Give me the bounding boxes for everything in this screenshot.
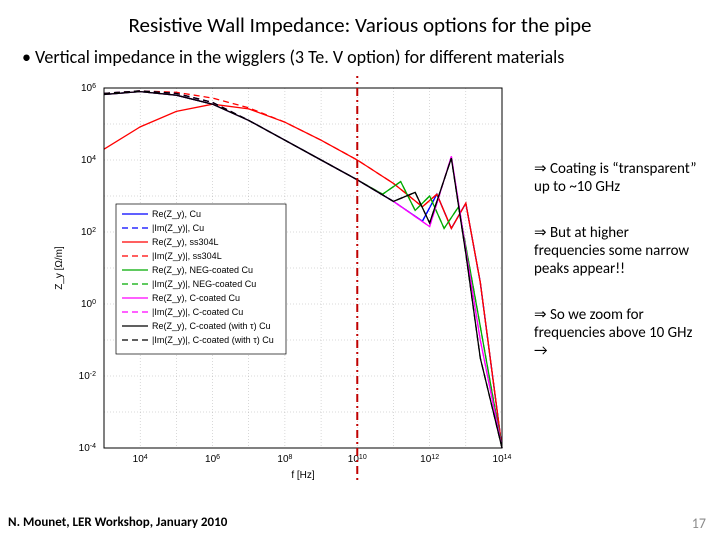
svg-text:10-4: 10-4 [79,443,96,455]
note-3: ⇒ So we zoom for frequencies above 10 GH… [534,306,702,360]
svg-text:Re(Z_y), Cu: Re(Z_y), Cu [152,209,201,219]
svg-text:10-2: 10-2 [79,371,96,383]
side-notes: ⇒ Coating is “transparent” up to ~10 GHz… [534,160,702,388]
svg-text:1014: 1014 [493,454,512,466]
slide-number: 17 [692,515,706,532]
svg-text:|Im(Z_y)|, Cu: |Im(Z_y)|, Cu [152,223,204,233]
slide: Resistive Wall Impedance: Various option… [0,0,720,540]
svg-text:|Im(Z_y)|, NEG-coated Cu: |Im(Z_y)|, NEG-coated Cu [152,279,256,289]
impedance-chart: 10410610810101012101410-410-210010210410… [44,76,534,496]
svg-text:Z_y [Ω/m]: Z_y [Ω/m] [54,246,65,290]
svg-text:|Im(Z_y)|, ss304L: |Im(Z_y)|, ss304L [152,251,222,261]
svg-text:104: 104 [81,155,96,167]
footer-author: N. Mounet, LER Workshop, January 2010 [8,515,227,530]
svg-text:1012: 1012 [420,454,439,466]
svg-text:100: 100 [81,299,96,311]
svg-text:104: 104 [133,454,148,466]
svg-text:108: 108 [277,454,292,466]
svg-text:|Im(Z_y)|, C-coated (with τ) C: |Im(Z_y)|, C-coated (with τ) Cu [152,335,274,345]
svg-text:Re(Z_y), C-coated (with τ) Cu: Re(Z_y), C-coated (with τ) Cu [152,321,271,331]
svg-text:106: 106 [205,454,220,466]
svg-text:Re(Z_y), NEG-coated Cu: Re(Z_y), NEG-coated Cu [152,265,253,275]
svg-text:106: 106 [81,83,96,95]
note-2: ⇒ But at higher frequencies some narrow … [534,224,702,278]
note-1: ⇒ Coating is “transparent” up to ~10 GHz [534,160,702,196]
bullet-line: Vertical impedance in the wigglers (3 Te… [22,46,564,68]
svg-text:|Im(Z_y)|, C-coated Cu: |Im(Z_y)|, C-coated Cu [152,307,243,317]
svg-text:Re(Z_y), ss304L: Re(Z_y), ss304L [152,237,219,247]
svg-text:102: 102 [81,227,96,239]
svg-text:f [Hz]: f [Hz] [291,470,315,481]
slide-title: Resistive Wall Impedance: Various option… [0,12,720,38]
svg-text:Re(Z_y), C-coated Cu: Re(Z_y), C-coated Cu [152,293,240,303]
